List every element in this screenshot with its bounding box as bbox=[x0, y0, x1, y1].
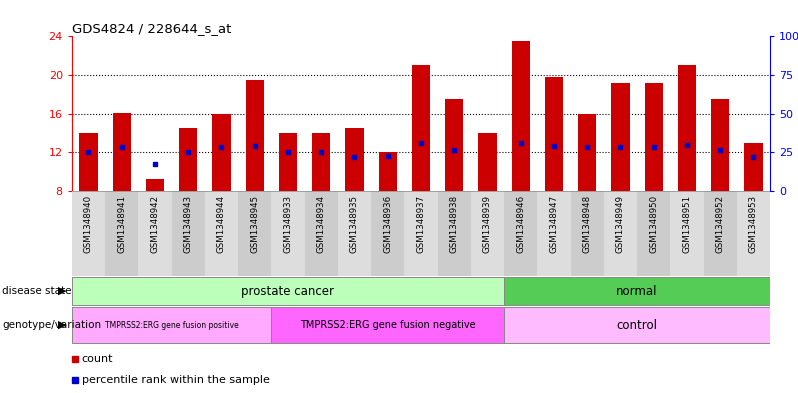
Text: GSM1348938: GSM1348938 bbox=[450, 195, 459, 253]
Text: control: control bbox=[617, 319, 658, 332]
Text: percentile rank within the sample: percentile rank within the sample bbox=[81, 375, 270, 385]
Text: GSM1348943: GSM1348943 bbox=[184, 195, 192, 253]
Bar bbox=[312, 133, 330, 191]
Text: GSM1348950: GSM1348950 bbox=[650, 195, 658, 253]
Text: GSM1348935: GSM1348935 bbox=[350, 195, 359, 253]
Bar bbox=[537, 191, 571, 276]
Bar bbox=[371, 191, 405, 276]
Bar bbox=[105, 191, 138, 276]
Bar bbox=[678, 65, 696, 191]
Bar bbox=[179, 128, 197, 191]
Bar bbox=[445, 99, 464, 191]
Bar bbox=[205, 191, 238, 276]
Text: GSM1348942: GSM1348942 bbox=[151, 195, 160, 253]
Bar bbox=[72, 307, 271, 343]
Bar bbox=[72, 191, 105, 276]
Text: GSM1348936: GSM1348936 bbox=[383, 195, 392, 253]
Bar bbox=[571, 191, 604, 276]
Bar bbox=[271, 191, 305, 276]
Bar bbox=[504, 277, 770, 305]
Text: ▶: ▶ bbox=[57, 320, 66, 330]
Text: GSM1348949: GSM1348949 bbox=[616, 195, 625, 253]
Text: GSM1348944: GSM1348944 bbox=[217, 195, 226, 253]
Bar bbox=[471, 191, 504, 276]
Bar bbox=[279, 133, 297, 191]
Bar bbox=[405, 191, 437, 276]
Bar bbox=[72, 191, 770, 276]
Bar bbox=[478, 133, 496, 191]
Text: prostate cancer: prostate cancer bbox=[242, 285, 334, 298]
Bar bbox=[271, 307, 504, 343]
Bar bbox=[378, 152, 397, 191]
Text: GSM1348937: GSM1348937 bbox=[417, 195, 425, 253]
Bar bbox=[545, 77, 563, 191]
Bar bbox=[737, 191, 770, 276]
Text: GSM1348947: GSM1348947 bbox=[550, 195, 559, 253]
Bar bbox=[437, 191, 471, 276]
Bar bbox=[578, 114, 596, 191]
Text: GSM1348933: GSM1348933 bbox=[283, 195, 292, 253]
Text: count: count bbox=[81, 354, 113, 364]
Bar bbox=[346, 128, 364, 191]
Bar bbox=[670, 191, 704, 276]
Text: GSM1348939: GSM1348939 bbox=[483, 195, 492, 253]
Text: TMPRSS2:ERG gene fusion negative: TMPRSS2:ERG gene fusion negative bbox=[300, 320, 476, 330]
Text: GSM1348948: GSM1348948 bbox=[583, 195, 591, 253]
Text: GSM1348934: GSM1348934 bbox=[317, 195, 326, 253]
Bar bbox=[246, 80, 264, 191]
Text: genotype/variation: genotype/variation bbox=[2, 320, 101, 330]
Text: GSM1348946: GSM1348946 bbox=[516, 195, 525, 253]
Bar bbox=[704, 191, 737, 276]
Text: GSM1348945: GSM1348945 bbox=[251, 195, 259, 253]
Text: disease state: disease state bbox=[2, 286, 72, 296]
Bar bbox=[611, 83, 630, 191]
Bar bbox=[637, 191, 670, 276]
Text: GSM1348941: GSM1348941 bbox=[117, 195, 126, 253]
Text: normal: normal bbox=[616, 285, 658, 298]
Bar bbox=[504, 191, 537, 276]
Text: GSM1348953: GSM1348953 bbox=[749, 195, 758, 253]
Bar bbox=[305, 191, 338, 276]
Bar bbox=[172, 191, 205, 276]
Bar bbox=[113, 113, 131, 191]
Bar bbox=[79, 133, 97, 191]
Bar bbox=[745, 143, 763, 191]
Bar bbox=[212, 114, 231, 191]
Bar bbox=[412, 65, 430, 191]
Bar bbox=[146, 180, 164, 191]
Bar bbox=[711, 99, 729, 191]
Text: GSM1348951: GSM1348951 bbox=[682, 195, 691, 253]
Bar bbox=[645, 83, 663, 191]
Bar bbox=[504, 307, 770, 343]
Bar bbox=[238, 191, 271, 276]
Bar bbox=[338, 191, 371, 276]
Bar bbox=[72, 277, 504, 305]
Text: GDS4824 / 228644_s_at: GDS4824 / 228644_s_at bbox=[72, 22, 231, 35]
Bar bbox=[512, 41, 530, 191]
Bar bbox=[138, 191, 172, 276]
Text: GSM1348940: GSM1348940 bbox=[84, 195, 93, 253]
Text: TMPRSS2:ERG gene fusion positive: TMPRSS2:ERG gene fusion positive bbox=[105, 321, 239, 330]
Bar bbox=[604, 191, 637, 276]
Text: GSM1348952: GSM1348952 bbox=[716, 195, 725, 253]
Text: ▶: ▶ bbox=[57, 286, 66, 296]
